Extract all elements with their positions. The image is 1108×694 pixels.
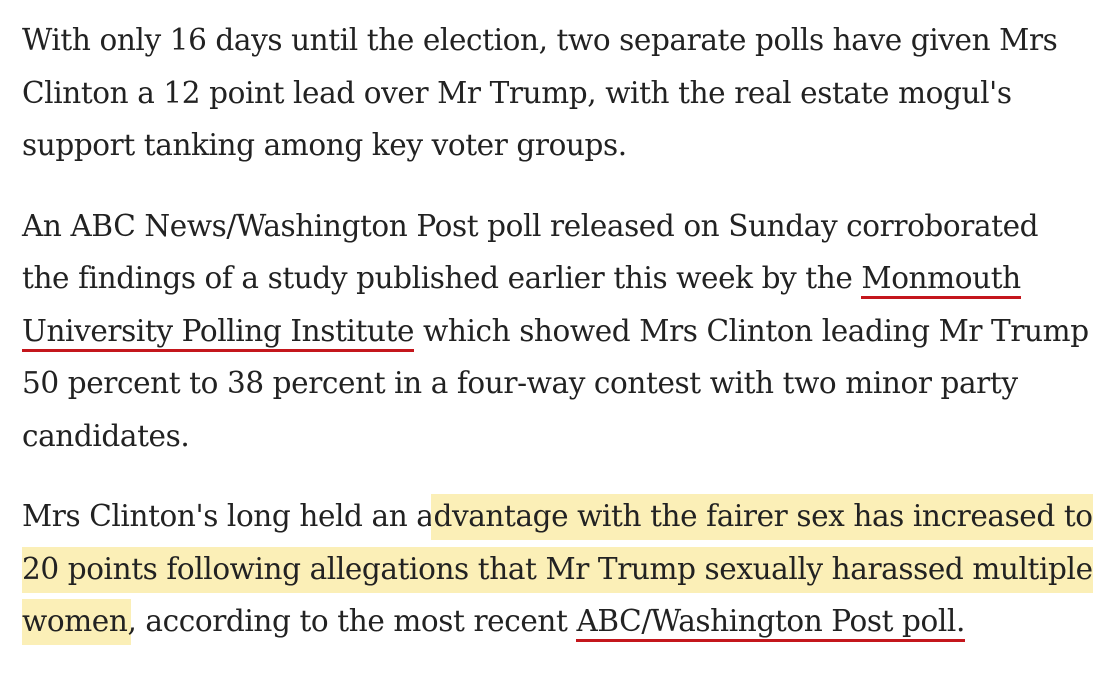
abc-washington-post-poll-link[interactable]: ABC/Washington Post poll. [576, 604, 965, 642]
paragraph-1-text: With only 16 days until the election, tw… [22, 23, 1058, 162]
monmouth-institute-link[interactable]: Monmouth University Polling Institute [22, 261, 1021, 352]
paragraph-2-text-after: which showed Mrs Clinton leading Mr Trum… [22, 313, 1089, 453]
paragraph-1: With only 16 days until the election, tw… [22, 14, 1094, 172]
paragraph-3: Mrs Clinton's long held an advantage wit… [22, 490, 1094, 648]
paragraph-2: An ABC News/Washington Post poll release… [22, 200, 1094, 463]
paragraph-3-text-before: Mrs Clinton's long held an a [22, 499, 434, 533]
article-body: With only 16 days until the election, tw… [22, 14, 1094, 648]
paragraph-3-text-after: , according to the most recent [127, 604, 577, 638]
paragraph-2-text-before: An ABC News/Washington Post poll release… [22, 208, 1039, 296]
